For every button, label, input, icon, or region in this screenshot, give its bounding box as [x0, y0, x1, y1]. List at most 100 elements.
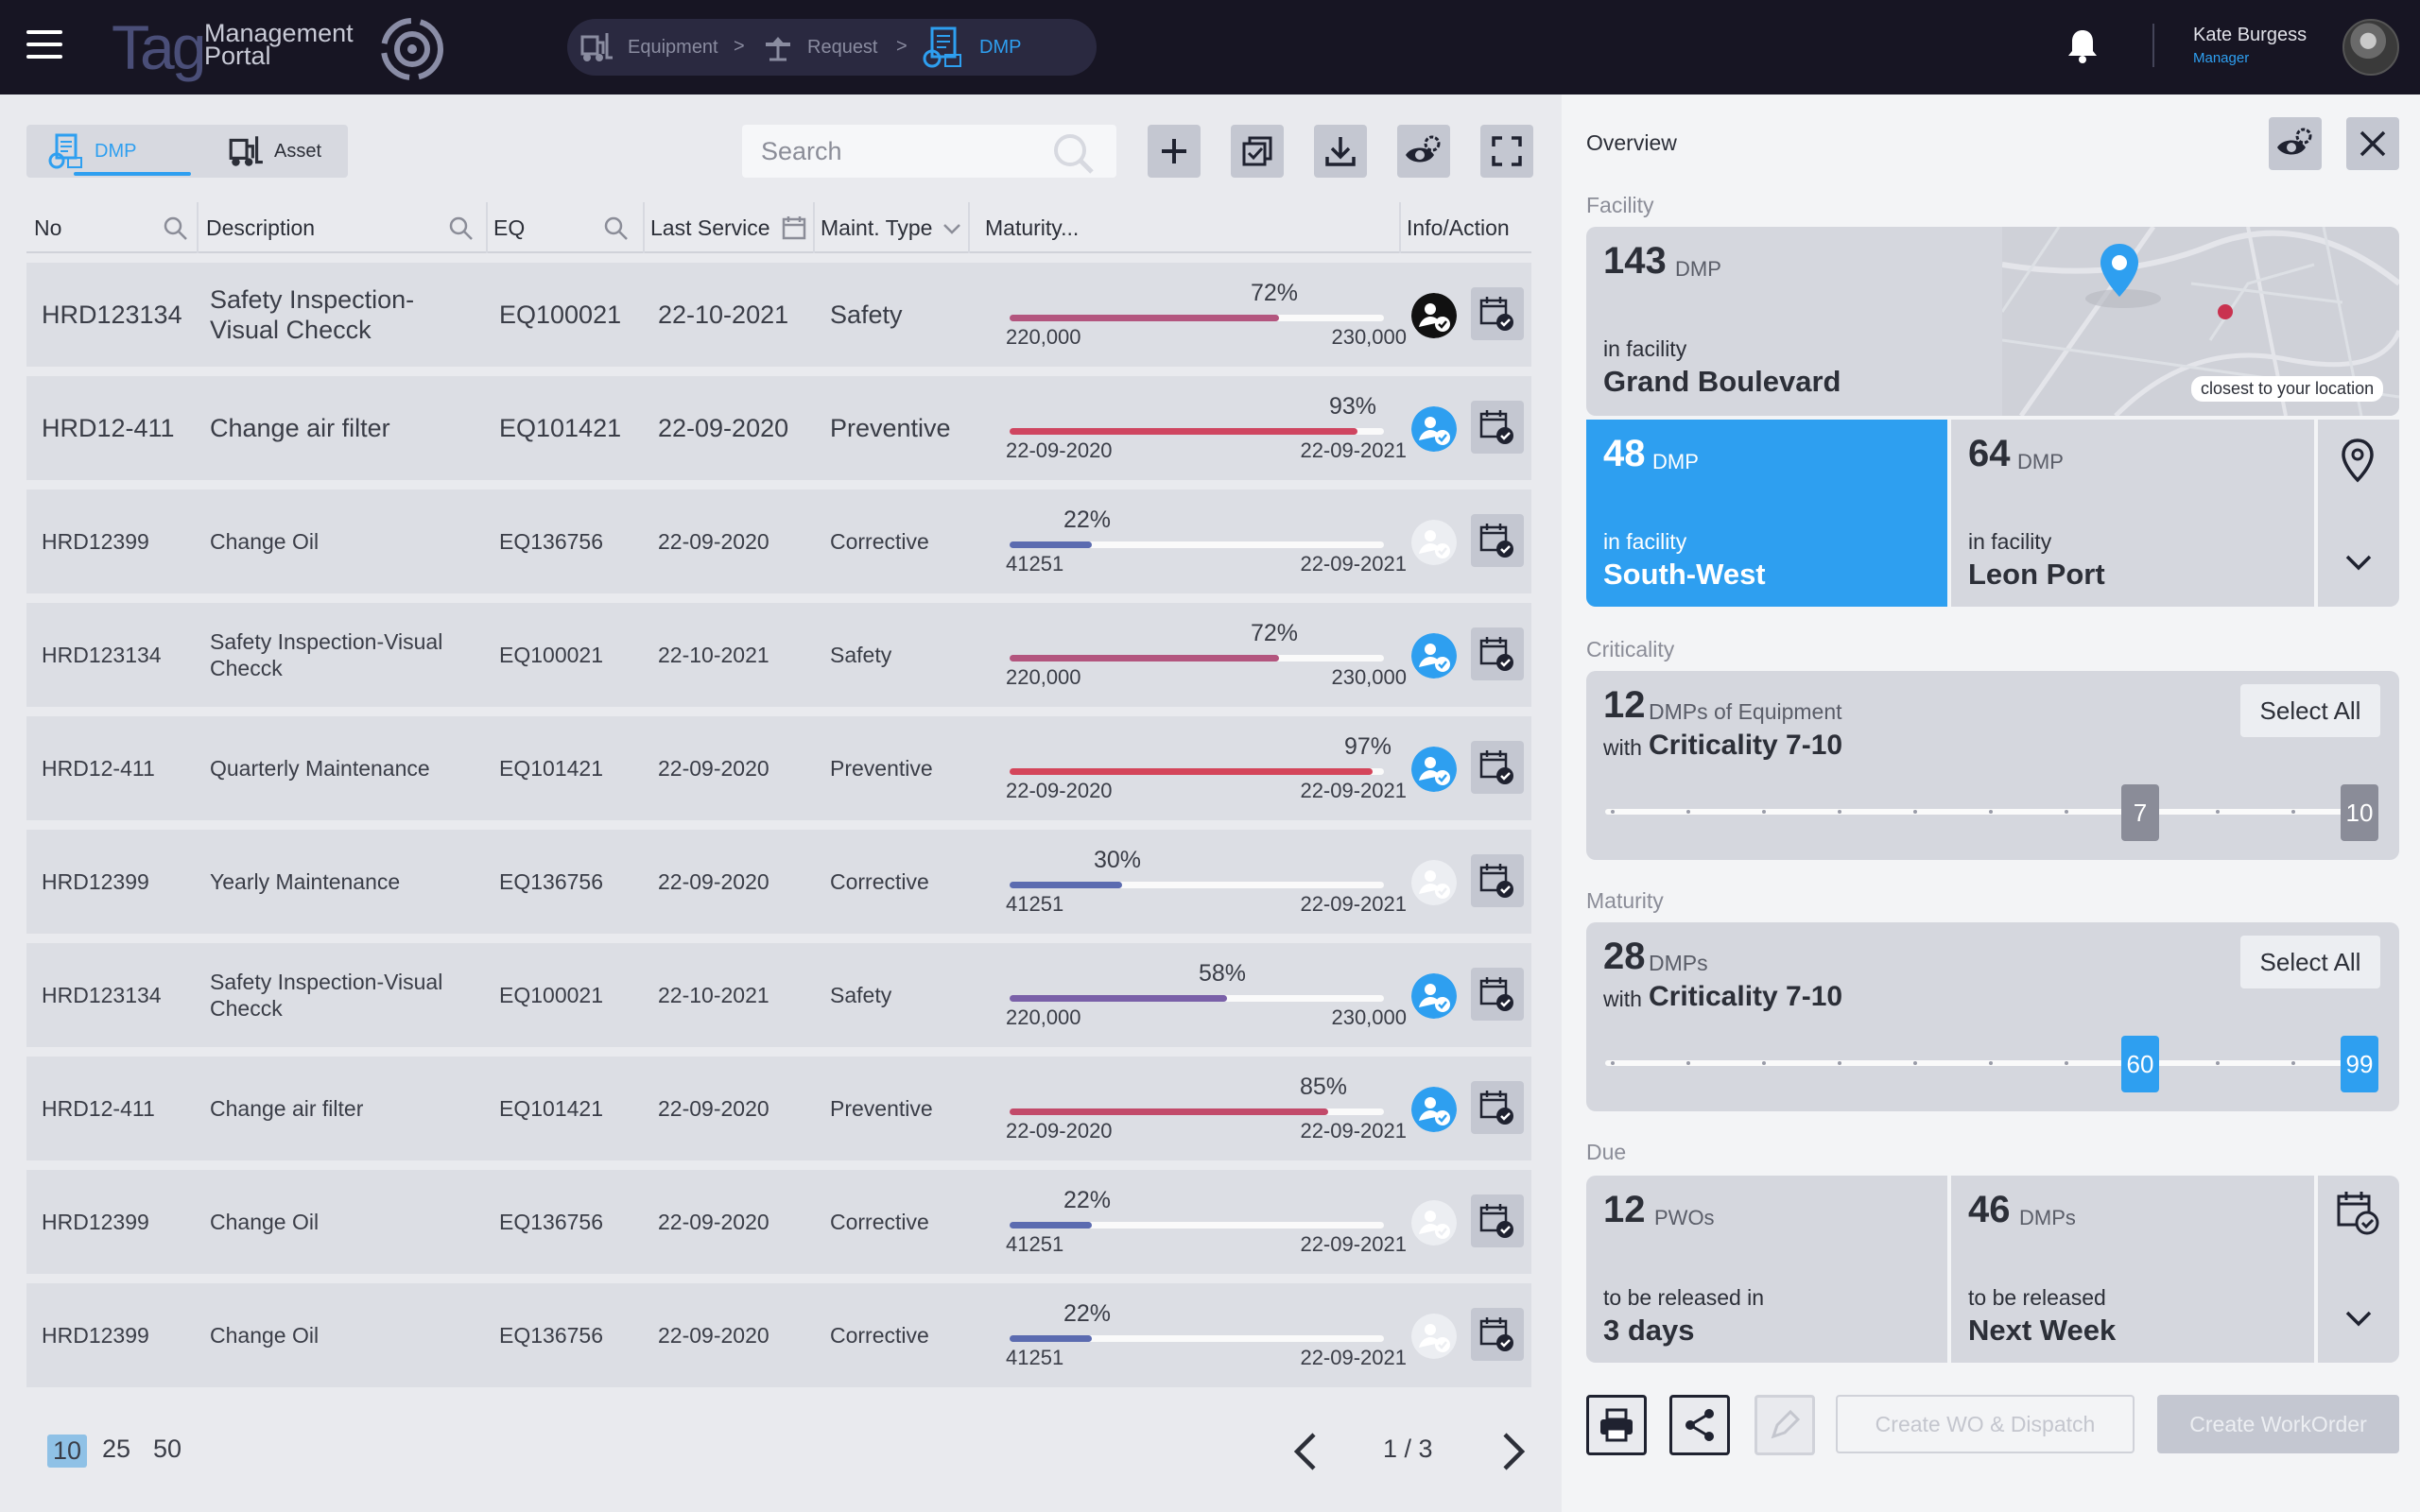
- user-check-icon[interactable]: [1411, 860, 1457, 905]
- calendar-check-icon: [1479, 1204, 1513, 1238]
- due-card-pwo[interactable]: 12 PWOs to be released in 3 days: [1586, 1176, 1947, 1363]
- table-row[interactable]: HRD12-411 Quarterly Maintenance EQ101421…: [26, 716, 1531, 820]
- edit-button[interactable]: [1754, 1395, 1815, 1455]
- view-settings-button[interactable]: [1397, 125, 1450, 178]
- table-row[interactable]: HRD123134 Safety Inspection-Visual Checck…: [26, 603, 1531, 707]
- facility-sub: in facility: [1603, 336, 1687, 361]
- search-icon[interactable]: [163, 215, 189, 242]
- maturity-max-thumb[interactable]: 99: [2341, 1036, 2378, 1092]
- user-check-icon[interactable]: [1411, 520, 1457, 565]
- facility-card-main[interactable]: closest to your location 143 DMP in faci…: [1586, 227, 2399, 416]
- slider-tick: [2216, 1061, 2220, 1065]
- table-row[interactable]: HRD12-411 Change air filter EQ101421 22-…: [26, 376, 1531, 480]
- select-all-criticality-button[interactable]: Select All: [2240, 684, 2380, 737]
- table-row[interactable]: HRD12399 Change Oil EQ136756 22-09-2020 …: [26, 1283, 1531, 1387]
- maturity-end: 22-09-2021: [1300, 892, 1407, 916]
- schedule-action-button[interactable]: [1471, 1081, 1524, 1134]
- breadcrumb-request[interactable]: Request: [762, 19, 878, 76]
- tab-dmp[interactable]: DMP: [47, 125, 136, 178]
- schedule-action-button[interactable]: [1471, 627, 1524, 680]
- user-check-icon[interactable]: [1411, 1087, 1457, 1132]
- print-button[interactable]: [1586, 1395, 1647, 1455]
- calendar-check-icon: [1479, 864, 1513, 898]
- slider-tick: [2065, 1061, 2068, 1065]
- create-wo-dispatch-button[interactable]: Create WO & Dispatch: [1836, 1395, 2135, 1453]
- calendar-check-icon[interactable]: [2335, 1189, 2382, 1236]
- maturity-min-thumb[interactable]: 60: [2121, 1036, 2159, 1092]
- share-button[interactable]: [1669, 1395, 1730, 1455]
- breadcrumb-equipment[interactable]: Equipment: [579, 19, 718, 76]
- table-row[interactable]: HRD123134 Safety Inspection- Visual Checc…: [26, 263, 1531, 367]
- user-check-icon[interactable]: [1411, 1314, 1457, 1359]
- column-header-last-service[interactable]: Last Service: [650, 215, 770, 240]
- facility-name: Leon Port: [1968, 558, 2105, 591]
- page-size-option[interactable]: 10: [47, 1435, 88, 1468]
- criticality-min-thumb[interactable]: 7: [2121, 784, 2159, 841]
- facility-card-south-west[interactable]: 48 DMP in facility South-West: [1586, 420, 1947, 607]
- schedule-action-button[interactable]: [1471, 968, 1524, 1021]
- column-header-maint-type[interactable]: Maint. Type: [821, 215, 933, 240]
- column-header-info-action: Info/Action: [1407, 215, 1510, 240]
- schedule-action-button[interactable]: [1471, 1308, 1524, 1361]
- select-all-maturity-button[interactable]: Select All: [2240, 936, 2380, 988]
- add-button[interactable]: [1148, 125, 1201, 178]
- next-page-icon[interactable]: [1495, 1431, 1530, 1472]
- table-row[interactable]: HRD12399 Change Oil EQ136756 22-09-2020 …: [26, 1170, 1531, 1274]
- schedule-action-button[interactable]: [1471, 514, 1524, 567]
- maturity-start: 220,000: [1006, 1005, 1081, 1029]
- schedule-action-button[interactable]: [1471, 741, 1524, 794]
- column-header-maturity[interactable]: Maturity...: [985, 215, 1080, 240]
- location-pin-icon[interactable]: [2339, 437, 2377, 484]
- column-header-eq[interactable]: EQ: [493, 215, 526, 240]
- maturity-unit: DMPs: [1649, 951, 1708, 975]
- criticality-max-thumb[interactable]: 10: [2341, 784, 2378, 841]
- calendar-icon[interactable]: [781, 215, 807, 241]
- table-row[interactable]: HRD12399 Change Oil EQ136756 22-09-2020 …: [26, 490, 1531, 593]
- user-check-icon[interactable]: [1411, 406, 1457, 452]
- notification-bell-icon[interactable]: [2066, 26, 2099, 64]
- create-workorder-button[interactable]: Create WorkOrder: [2157, 1395, 2399, 1453]
- previous-page-icon[interactable]: [1289, 1431, 1323, 1472]
- table-row[interactable]: HRD12399 Yearly Maintenance EQ136756 22-…: [26, 830, 1531, 934]
- schedule-action-button[interactable]: [1471, 854, 1524, 907]
- page-size-option[interactable]: 50: [153, 1435, 182, 1463]
- download-button[interactable]: [1314, 125, 1367, 178]
- chevron-down-icon[interactable]: [2344, 552, 2373, 573]
- column-header-no[interactable]: No: [34, 215, 62, 240]
- close-button[interactable]: [2346, 117, 2399, 170]
- schedule-action-button[interactable]: [1471, 401, 1524, 454]
- dmp-building-icon: [923, 26, 961, 68]
- select-multiple-button[interactable]: [1231, 125, 1284, 178]
- search-icon[interactable]: [448, 215, 475, 242]
- user-check-icon[interactable]: [1411, 1200, 1457, 1246]
- maturity-track: [1010, 1335, 1384, 1342]
- table-row[interactable]: HRD12-411 Change air filter EQ101421 22-…: [26, 1057, 1531, 1160]
- search-icon[interactable]: [1050, 130, 1098, 178]
- page-size-option[interactable]: 25: [102, 1435, 131, 1463]
- schedule-action-button[interactable]: [1471, 287, 1524, 340]
- due-card-dmp[interactable]: 46 DMPs to be released Next Week: [1951, 1176, 2314, 1363]
- user-check-icon[interactable]: [1411, 747, 1457, 792]
- avatar[interactable]: [2342, 19, 2399, 76]
- chevron-down-icon[interactable]: [2344, 1308, 2373, 1329]
- schedule-action-button[interactable]: [1471, 1194, 1524, 1247]
- search-icon[interactable]: [603, 215, 630, 242]
- facility-card-leon-port[interactable]: 64 DMP in facility Leon Port: [1951, 420, 2314, 607]
- table-row[interactable]: HRD123134 Safety Inspection-Visual Checck…: [26, 943, 1531, 1047]
- chevron-down-icon[interactable]: [942, 221, 962, 236]
- user-check-icon[interactable]: [1411, 633, 1457, 679]
- user-check-icon[interactable]: [1411, 973, 1457, 1019]
- tab-asset[interactable]: Asset: [227, 125, 321, 178]
- hamburger-menu-icon[interactable]: [26, 30, 62, 59]
- column-header-description[interactable]: Description: [206, 215, 316, 240]
- slider-tick: [1686, 810, 1690, 814]
- fullscreen-button[interactable]: [1480, 125, 1533, 178]
- cell-no: HRD12-411: [42, 1095, 155, 1121]
- overview-view-settings-button[interactable]: [2269, 117, 2322, 170]
- due-unit: DMPs: [2019, 1206, 2076, 1229]
- user-check-icon[interactable]: [1411, 293, 1457, 338]
- maturity-percent: 22%: [1063, 1300, 1112, 1327]
- search-input[interactable]: [761, 134, 1045, 168]
- cell-no: HRD12-411: [42, 413, 175, 442]
- breadcrumb-dmp[interactable]: DMP: [921, 19, 1021, 76]
